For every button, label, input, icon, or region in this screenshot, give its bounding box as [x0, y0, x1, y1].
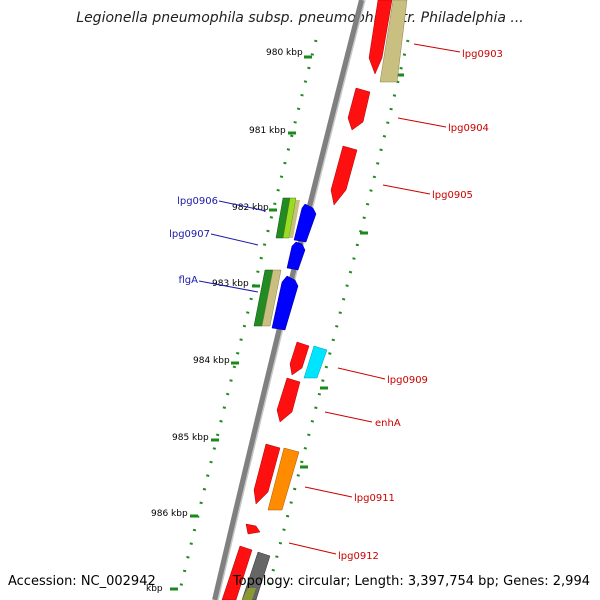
label-lpg0912[interactable]: lpg0912	[338, 551, 379, 562]
outer-dotted-track	[178, 39, 318, 591]
tick-label-987: kbp	[146, 584, 163, 594]
label-lpg0905[interactable]: lpg0905	[432, 190, 473, 201]
gene-lpg0903[interactable]	[368, 0, 393, 75]
gene-lpg0911[interactable]	[253, 443, 281, 505]
tick-label-985: 985 kbp	[172, 433, 209, 443]
leader-lpg0906	[218, 200, 267, 212]
forward-genes	[221, 0, 408, 600]
map-title: Legionella pneumophila subsp. pneumophil…	[76, 10, 524, 26]
tick-label-983: 983 kbp	[212, 279, 249, 289]
gene-lpg0907[interactable]	[286, 241, 306, 271]
gene-enhA[interactable]	[276, 377, 301, 423]
reverse-genes	[253, 197, 317, 331]
gene-lpg0909[interactable]	[289, 341, 310, 376]
gene-red-bottom[interactable]	[221, 545, 253, 600]
leader-lpg0907	[210, 233, 259, 246]
gene-lpg0912[interactable]	[245, 523, 261, 535]
leader-lpg0905	[382, 184, 431, 195]
tick-label-981: 981 kbp	[249, 126, 286, 136]
label-lpg0907[interactable]: lpg0907	[169, 229, 210, 240]
tick-label-984: 984 kbp	[193, 356, 230, 366]
label-lpg0911[interactable]: lpg0911	[354, 493, 395, 504]
topology-label: Topology: circular; Length: 3,397,754 bp…	[232, 574, 590, 589]
label-enhA[interactable]: enhA	[375, 418, 401, 429]
leader-flgA	[198, 280, 259, 293]
tick-marks	[170, 55, 404, 591]
gene-lpg0905[interactable]	[330, 145, 358, 206]
gene-cyan[interactable]	[303, 345, 328, 379]
label-lpg0909[interactable]: lpg0909	[387, 375, 428, 386]
accession-label: Accession: NC_002942	[8, 574, 156, 589]
label-lpg0903[interactable]: lpg0903	[462, 49, 503, 60]
leader-lpg0911	[304, 486, 353, 498]
leader-lpg0903	[413, 43, 461, 53]
tick-label-986: 986 kbp	[151, 509, 188, 519]
leader-lpg0909	[337, 367, 386, 380]
label-flgA[interactable]: flgA	[179, 275, 199, 286]
leader-lpg0912	[288, 542, 337, 555]
gene-lpg0904[interactable]	[347, 87, 371, 131]
gene-orange[interactable]	[267, 447, 300, 511]
gene-flgA[interactable]	[271, 275, 299, 331]
gene-flgA-khaki[interactable]	[261, 269, 282, 327]
leader-lpg0904	[397, 117, 447, 128]
gene-lpg0906[interactable]	[293, 203, 317, 243]
gene-khaki-1[interactable]	[379, 0, 408, 83]
leader-enhA	[324, 411, 373, 423]
label-lpg0906[interactable]: lpg0906	[177, 196, 218, 207]
label-lpg0904[interactable]: lpg0904	[448, 123, 489, 134]
tick-label-980: 980 kbp	[266, 48, 303, 58]
gene-olive-bottom[interactable]	[242, 588, 256, 600]
gene-lpg0906-khaki[interactable]	[289, 200, 300, 238]
